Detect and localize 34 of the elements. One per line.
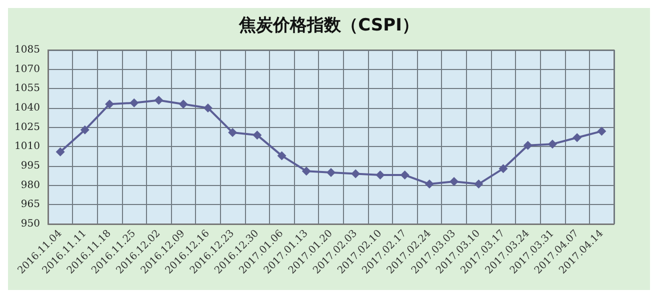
y-tick-label: 1055	[14, 83, 40, 94]
y-tick-label: 965	[20, 199, 40, 210]
y-tick-label: 995	[20, 160, 40, 172]
point	[302, 166, 311, 176]
point	[80, 125, 90, 134]
y-tick-label: 980	[20, 180, 40, 191]
point	[376, 170, 385, 180]
point	[178, 100, 188, 109]
chart-title: 焦炭价格指数（CSPI）	[238, 16, 419, 36]
point	[228, 128, 238, 137]
point	[326, 168, 336, 177]
point	[523, 140, 532, 150]
point	[450, 176, 459, 186]
point	[474, 180, 484, 189]
point	[548, 140, 557, 149]
point	[277, 151, 286, 160]
point	[154, 96, 164, 105]
point	[351, 169, 360, 178]
y-tick-label: 1040	[14, 102, 40, 114]
point	[498, 164, 508, 174]
point	[130, 98, 139, 108]
point	[597, 126, 606, 136]
y-tick-label: 1025	[14, 122, 40, 133]
y-tick-label: 950	[20, 218, 40, 230]
point	[400, 170, 410, 180]
point	[424, 180, 434, 189]
y-tick-label: 1070	[14, 64, 40, 75]
y-tick-label: 1010	[14, 141, 40, 152]
point	[203, 104, 212, 112]
point	[105, 100, 114, 109]
point	[56, 147, 65, 156]
point	[572, 133, 582, 142]
y-tick-label: 1085	[14, 44, 40, 56]
point	[252, 130, 262, 140]
